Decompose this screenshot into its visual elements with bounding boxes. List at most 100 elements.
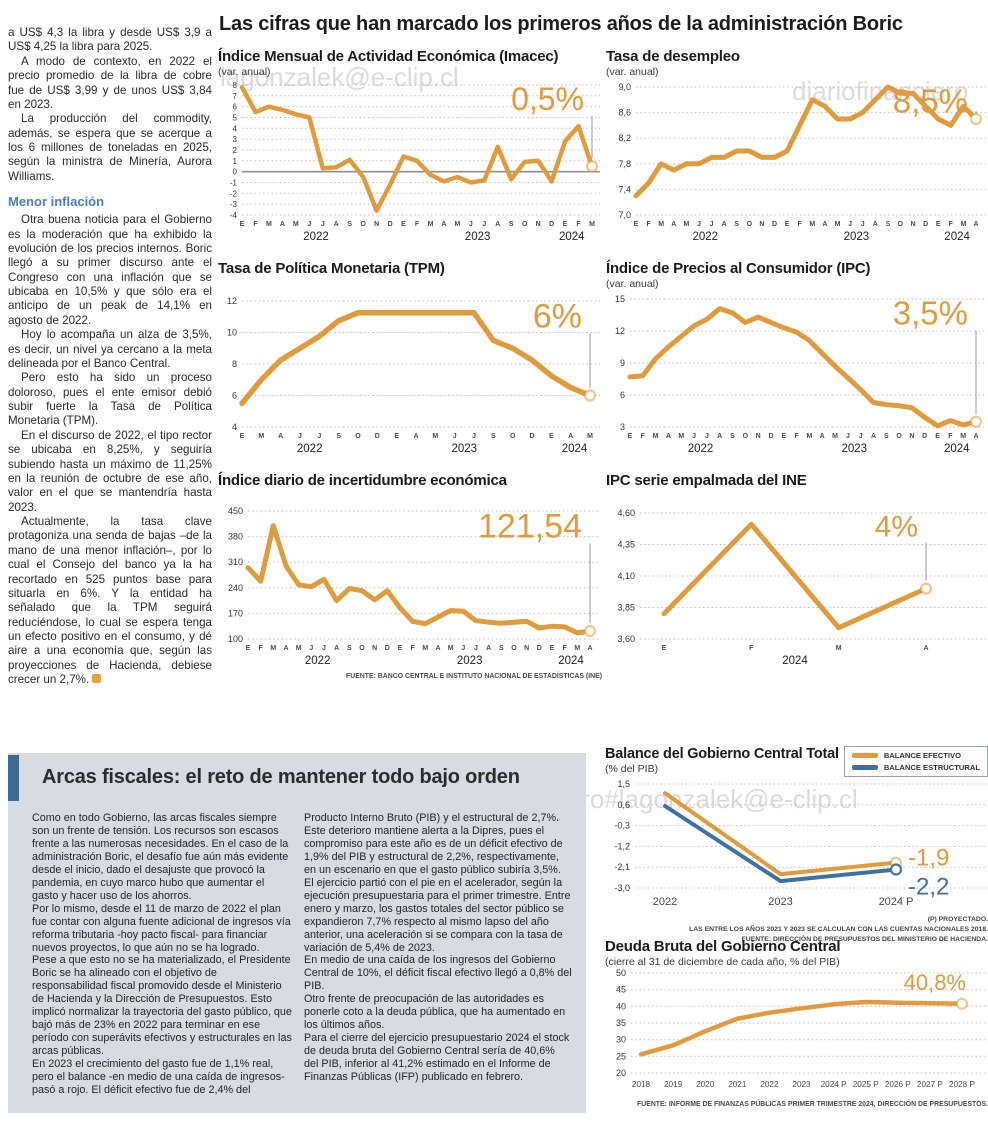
svg-text:2022: 2022 <box>688 443 714 455</box>
svg-text:N: N <box>759 221 764 228</box>
svg-text:A: A <box>671 221 676 228</box>
svg-text:F: F <box>641 433 646 440</box>
fiscal-panel <box>8 753 586 1113</box>
svg-text:A: A <box>873 221 878 228</box>
svg-text:F: F <box>794 433 799 440</box>
chart-plot-ipc-empalmada: 4,60 4,35 4,10 3,85 3,60 E F M A 2024 4% <box>606 503 988 673</box>
svg-text:N: N <box>910 221 915 228</box>
svg-text:M: M <box>432 433 438 440</box>
fiscal-paragraph: En 2023 el crecimiento del gasto fue de … <box>32 1058 285 1097</box>
svg-text:J: J <box>861 221 865 228</box>
svg-text:M: M <box>806 433 812 440</box>
svg-text:J: J <box>469 221 473 228</box>
chart-subtitle <box>606 490 988 503</box>
legend-label: BALANCE ESTRUCTURAL <box>883 763 980 772</box>
fiscal-paragraph: Otro frente de preocupación de las autor… <box>304 993 566 1032</box>
svg-text:2024: 2024 <box>559 231 585 243</box>
svg-text:2023: 2023 <box>457 655 483 667</box>
chart-plot-balance: 1,5 0,6 -0,3 -1,2 -2,1 -3,0 2022 2023 2024 P -1,9… <box>605 776 988 914</box>
svg-text:A: A <box>820 433 825 440</box>
legend-item: BALANCE EFECTIVO <box>851 751 980 760</box>
svg-text:A: A <box>666 433 671 440</box>
svg-text:M: M <box>653 433 659 440</box>
svg-text:2024: 2024 <box>562 443 588 455</box>
svg-text:A: A <box>568 433 573 440</box>
svg-text:A: A <box>495 221 500 228</box>
svg-text:O: O <box>898 221 904 228</box>
svg-text:4,10: 4,10 <box>617 571 635 581</box>
fiscal-headline: Arcas fiscales: el reto de mantener todo… <box>42 766 520 788</box>
chart-title: Tasa de desempleo <box>606 48 740 65</box>
svg-text:S: S <box>730 433 735 440</box>
chart-incertidumbre: Índice diario de incertidumbre económica… <box>218 472 602 692</box>
svg-text:-3: -3 <box>230 200 238 209</box>
svg-text:310: 310 <box>228 557 243 567</box>
svg-text:A: A <box>435 645 440 652</box>
svg-text:D: D <box>375 433 380 440</box>
svg-text:240: 240 <box>228 583 243 593</box>
svg-text:-2: -2 <box>230 189 238 198</box>
svg-text:A: A <box>923 645 928 652</box>
svg-text:7,8: 7,8 <box>618 159 631 169</box>
chart-desempleo: Tasa de desempleo (var. anual) 9,0 8,6 8,2… <box>606 48 988 262</box>
svg-text:2023: 2023 <box>452 443 478 455</box>
svg-text:M: M <box>683 221 689 228</box>
chart-subtitle: (var. anual) <box>606 278 659 290</box>
svg-text:2024 P: 2024 P <box>879 896 914 908</box>
svg-text:F: F <box>798 221 803 228</box>
svg-text:S: S <box>884 433 889 440</box>
chart-title: Balance del Gobierno Central Total <box>605 746 839 762</box>
svg-text:-1: -1 <box>230 179 238 188</box>
article-paragraph: La producción del commodity, además, se … <box>8 112 212 183</box>
svg-text:E: E <box>634 221 639 228</box>
svg-text:A: A <box>871 433 876 440</box>
svg-text:380: 380 <box>228 532 243 542</box>
chart-title: Índice Mensual de Actividad Económica (I… <box>218 48 559 65</box>
svg-text:M: M <box>589 221 595 228</box>
svg-text:A: A <box>973 221 978 228</box>
chart-subtitle: (var. anual) <box>606 66 659 78</box>
article-paragraph: En el discurso de 2022, el tipo rector s… <box>8 428 212 514</box>
svg-text:-2,2: -2,2 <box>908 874 949 901</box>
legend-label: BALANCE EFECTIVO <box>883 751 962 760</box>
svg-text:O: O <box>355 433 361 440</box>
svg-text:2024: 2024 <box>944 443 970 455</box>
svg-text:F: F <box>253 221 258 228</box>
svg-text:100: 100 <box>228 634 243 644</box>
chart-legend: BALANCE EFECTIVO BALANCE ESTRUCTURAL <box>843 746 988 777</box>
svg-text:M: M <box>448 645 454 652</box>
svg-text:M: M <box>422 645 428 652</box>
chart-plot-incertidumbre: 450 380 310 240 170 100 E F M A M J J A S O N D E F M A M J J A S O… <box>218 503 602 673</box>
svg-text:2023: 2023 <box>465 231 491 243</box>
svg-text:O: O <box>359 645 365 652</box>
svg-text:M: M <box>296 645 302 652</box>
legend-swatch-estructural <box>851 765 878 770</box>
svg-text:7: 7 <box>233 92 238 101</box>
svg-text:O: O <box>360 221 366 228</box>
svg-text:M: M <box>587 433 593 440</box>
svg-text:9: 9 <box>620 358 625 368</box>
chart-ipc: Índice de Precios al Consumidor (IPC) (v… <box>606 260 988 474</box>
svg-text:M: M <box>574 645 580 652</box>
fiscal-paragraph: El ejercicio partió con el pie en el ace… <box>304 876 571 954</box>
svg-text:12: 12 <box>615 326 625 336</box>
svg-text:J: J <box>322 645 326 652</box>
svg-text:J: J <box>298 433 302 440</box>
svg-text:A: A <box>413 433 418 440</box>
svg-text:2023: 2023 <box>768 896 792 908</box>
svg-text:7,4: 7,4 <box>618 184 631 194</box>
svg-text:S: S <box>347 645 352 652</box>
svg-text:2022: 2022 <box>303 231 329 243</box>
svg-text:121,54: 121,54 <box>478 508 582 546</box>
svg-text:E: E <box>550 645 555 652</box>
svg-text:F: F <box>749 645 754 652</box>
svg-text:9,0: 9,0 <box>618 82 631 92</box>
svg-text:J: J <box>846 433 850 440</box>
article-subhead: Menor inflación <box>8 194 105 210</box>
svg-text:N: N <box>909 433 914 440</box>
svg-text:S: S <box>336 433 341 440</box>
legend-swatch-efectivo <box>851 753 878 758</box>
svg-text:35: 35 <box>616 1018 626 1028</box>
svg-text:D: D <box>772 221 777 228</box>
svg-text:F: F <box>415 221 420 228</box>
